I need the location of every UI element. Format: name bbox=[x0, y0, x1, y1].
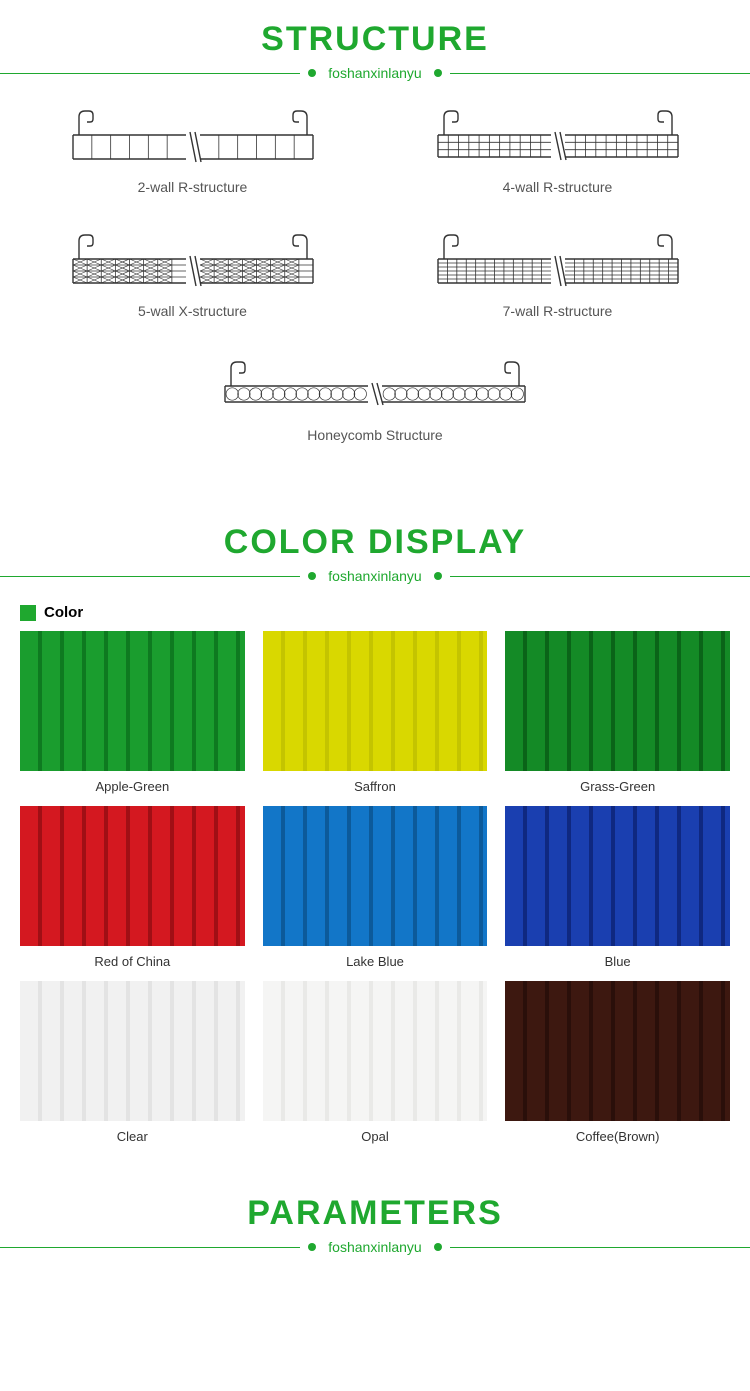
divider-line bbox=[0, 1247, 300, 1248]
swatch-item: Coffee(Brown) bbox=[505, 981, 730, 1144]
divider-line bbox=[0, 73, 300, 74]
divider-line bbox=[450, 73, 750, 74]
swatch-label: Coffee(Brown) bbox=[576, 1129, 660, 1144]
structure-diagram-4wall bbox=[418, 101, 698, 171]
swatch-label: Apple-Green bbox=[95, 779, 169, 794]
color-subtitle-row: foshanxinlanyu bbox=[0, 568, 750, 584]
color-badge-label: Color bbox=[44, 604, 83, 621]
parameters-title: PARAMETERS bbox=[0, 1194, 750, 1233]
swatch-color bbox=[263, 631, 488, 771]
swatch-color bbox=[263, 806, 488, 946]
structure-label: Honeycomb Structure bbox=[307, 427, 442, 443]
structure-label: 5-wall X-structure bbox=[138, 303, 247, 319]
swatch-label: Blue bbox=[605, 954, 631, 969]
dot-icon bbox=[308, 1243, 316, 1251]
swatch-color bbox=[505, 631, 730, 771]
color-badge-row: Color bbox=[0, 594, 750, 631]
structure-diagram-7wall bbox=[418, 225, 698, 295]
color-header: COLOR DISPLAY foshanxinlanyu bbox=[0, 503, 750, 594]
swatch-label: Clear bbox=[117, 1129, 148, 1144]
structure-item: 4-wall R-structure bbox=[395, 101, 720, 195]
swatch-item: Apple-Green bbox=[20, 631, 245, 794]
swatch-item: Saffron bbox=[263, 631, 488, 794]
swatch-color bbox=[20, 981, 245, 1121]
structure-title: STRUCTURE bbox=[0, 20, 750, 59]
structure-diagram-2wall bbox=[53, 101, 333, 171]
dot-icon bbox=[434, 69, 442, 77]
dot-icon bbox=[308, 69, 316, 77]
divider-line bbox=[0, 576, 300, 577]
structure-subtitle: foshanxinlanyu bbox=[324, 65, 425, 81]
swatch-label: Saffron bbox=[354, 779, 396, 794]
dot-icon bbox=[434, 572, 442, 580]
swatch-item: Blue bbox=[505, 806, 730, 969]
swatch-color bbox=[505, 806, 730, 946]
color-title: COLOR DISPLAY bbox=[0, 523, 750, 562]
swatch-label: Red of China bbox=[94, 954, 170, 969]
parameters-subtitle-row: foshanxinlanyu bbox=[0, 1239, 750, 1255]
dot-icon bbox=[308, 572, 316, 580]
structure-item: 7-wall R-structure bbox=[395, 225, 720, 319]
structure-diagram-5wallx bbox=[53, 225, 333, 295]
dot-icon bbox=[434, 1243, 442, 1251]
structure-label: 4-wall R-structure bbox=[503, 179, 613, 195]
structure-item: Honeycomb Structure bbox=[205, 349, 545, 443]
parameters-header: PARAMETERS foshanxinlanyu bbox=[0, 1174, 750, 1265]
structure-label: 7-wall R-structure bbox=[503, 303, 613, 319]
divider-line bbox=[450, 1247, 750, 1248]
structure-diagram-honeycomb bbox=[205, 349, 545, 419]
swatch-item: Clear bbox=[20, 981, 245, 1144]
swatch-item: Lake Blue bbox=[263, 806, 488, 969]
parameters-subtitle: foshanxinlanyu bbox=[324, 1239, 425, 1255]
swatch-item: Red of China bbox=[20, 806, 245, 969]
swatch-label: Lake Blue bbox=[346, 954, 404, 969]
swatch-color bbox=[20, 806, 245, 946]
color-badge-icon bbox=[20, 605, 36, 621]
structure-item: 2-wall R-structure bbox=[30, 101, 355, 195]
structure-header: STRUCTURE foshanxinlanyu bbox=[0, 0, 750, 91]
swatch-color bbox=[505, 981, 730, 1121]
swatch-item: Opal bbox=[263, 981, 488, 1144]
swatch-color bbox=[263, 981, 488, 1121]
structure-item: 5-wall X-structure bbox=[30, 225, 355, 319]
swatch-item: Grass-Green bbox=[505, 631, 730, 794]
structure-subtitle-row: foshanxinlanyu bbox=[0, 65, 750, 81]
structure-label: 2-wall R-structure bbox=[138, 179, 248, 195]
swatch-label: Grass-Green bbox=[580, 779, 655, 794]
color-subtitle: foshanxinlanyu bbox=[324, 568, 425, 584]
swatch-color bbox=[20, 631, 245, 771]
divider-line bbox=[450, 576, 750, 577]
swatches-grid: Apple-Green Saffron Grass-Green Red of Chin… bbox=[0, 631, 750, 1174]
structures-grid: 2-wall R-structure 4-wall R-structure 5-… bbox=[0, 91, 750, 503]
swatch-label: Opal bbox=[361, 1129, 388, 1144]
